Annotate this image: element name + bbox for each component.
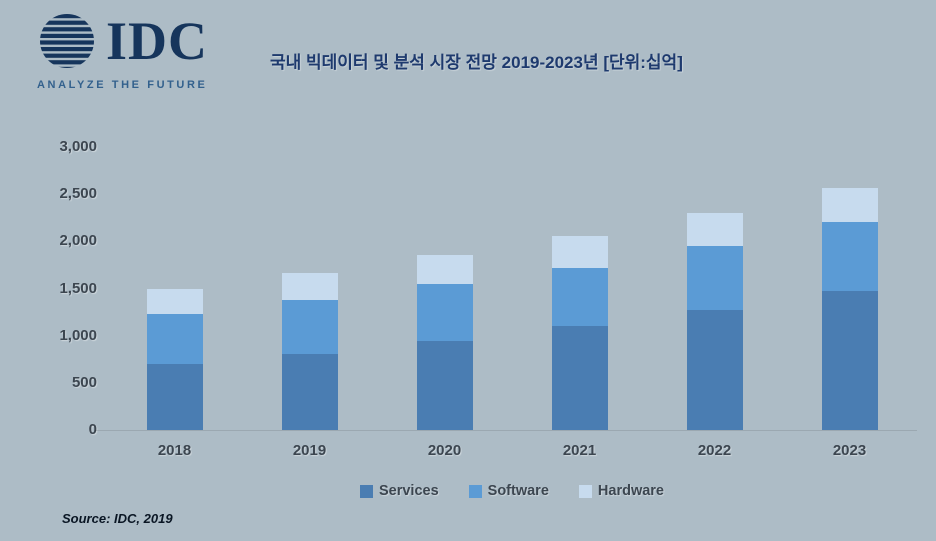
chart-title: 국내 빅데이터 및 분석 시장 전망 2019-2023년 [단위:십억] [270, 53, 683, 72]
bar-segment-software [281, 299, 338, 354]
source-note: Source: IDC, 2019 [62, 511, 173, 526]
legend-swatch-hardware [578, 484, 592, 498]
bar-segment-software [686, 246, 743, 311]
bar-segment-services [686, 310, 743, 430]
bar-segment-services [416, 341, 473, 430]
y-axis-tick: 1,500 [59, 279, 97, 297]
idc-tagline: ANALYZE THE FUTURE [37, 79, 208, 91]
x-axis-label-2021: 2021 [562, 442, 597, 459]
bar-2018 [107, 147, 242, 430]
bar-segment-hardware [416, 254, 473, 284]
bar-2020 [377, 147, 512, 430]
bar-segment-services [281, 353, 338, 430]
y-axis: 0 500 1,000 1,500 2,000 2,500 3,000 [25, 138, 97, 438]
x-axis-label-2018: 2018 [157, 442, 192, 459]
legend-label: Hardware [597, 483, 664, 499]
bar-segment-software [551, 267, 608, 327]
bar-2019 [242, 147, 377, 430]
bar-segment-hardware [146, 288, 203, 314]
bar-segment-software [821, 222, 878, 292]
y-axis-tick: 2,000 [59, 232, 97, 250]
legend-swatch-software [468, 484, 482, 498]
bar-segment-services [551, 326, 608, 430]
legend-label: Software [487, 483, 549, 499]
legend: Services Software Hardware [107, 483, 917, 499]
bar-2022 [647, 147, 782, 430]
bar-segment-software [146, 313, 203, 364]
x-axis-label-2023: 2023 [832, 442, 867, 459]
legend-label: Services [378, 483, 439, 499]
bar-segment-services [821, 291, 878, 430]
legend-swatch-services [359, 484, 373, 498]
bar-segment-hardware [281, 273, 338, 300]
x-axis-label-2022: 2022 [697, 442, 732, 459]
bar-segment-hardware [821, 187, 878, 223]
legend-item-services: Services [359, 483, 439, 499]
bar-segment-services [146, 363, 203, 430]
bar-stack [281, 273, 338, 430]
bar-segment-software [416, 283, 473, 342]
bar-segment-hardware [551, 235, 608, 268]
bar-2021 [512, 147, 647, 430]
plot-area [95, 147, 917, 431]
idc-logo: IDC [36, 12, 208, 70]
bar-stack [416, 254, 473, 430]
bar-2023 [782, 147, 917, 430]
idc-logo-text: IDC [106, 11, 209, 71]
x-axis-label-2020: 2020 [427, 442, 462, 459]
x-axis-label-2019: 2019 [292, 442, 327, 459]
y-axis-tick: 0 [88, 421, 97, 438]
x-axis-labels: 2018 2019 2020 2021 2022 2023 [107, 442, 917, 459]
y-axis-tick: 1,000 [59, 326, 97, 344]
y-axis-tick: 2,500 [59, 185, 97, 203]
bar-stack [146, 288, 203, 430]
legend-item-hardware: Hardware [578, 483, 664, 499]
y-axis-tick: 500 [71, 373, 97, 391]
bar-stack [821, 187, 878, 430]
bar-stack [551, 235, 608, 430]
y-axis-tick: 3,000 [59, 138, 97, 155]
bar-stack [686, 213, 743, 430]
legend-item-software: Software [468, 483, 549, 499]
idc-globe-icon [40, 14, 94, 68]
bar-segment-hardware [686, 213, 743, 247]
